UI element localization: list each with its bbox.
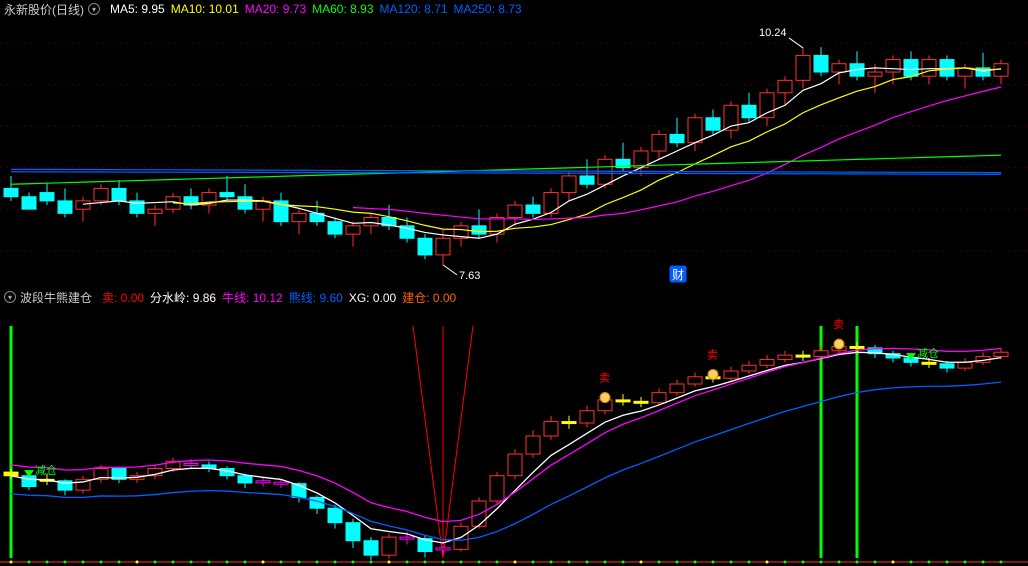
svg-text:卖: 卖 [833,318,844,331]
chevron-down-icon[interactable]: ▾ [88,3,100,15]
indicator-chart: 减仓卖卖卖减仓 [0,306,1028,566]
stock-title: 永新股价(日线) [4,1,84,18]
svg-text:财: 财 [672,268,684,282]
top-panel: 永新股价(日线) ▾ MA5: 9.95MA10: 10.01MA20: 9.7… [0,0,1028,284]
svg-text:减仓: 减仓 [35,463,57,477]
ma-legend: MA5: 9.95MA10: 10.01MA20: 9.73MA60: 8.93… [104,2,522,16]
svg-text:10.24: 10.24 [759,27,787,39]
top-header: 永新股价(日线) ▾ MA5: 9.95MA10: 10.01MA20: 9.7… [0,0,1028,18]
chevron-down-icon[interactable]: ▾ [4,291,16,303]
bottom-header: ▾ 波段牛熊建仓 卖: 0.00分水岭: 9.86牛线: 10.12熊线: 9.… [0,288,1028,306]
svg-text:7.63: 7.63 [459,270,480,282]
bottom-panel: ▾ 波段牛熊建仓 卖: 0.00分水岭: 9.86牛线: 10.12熊线: 9.… [0,288,1028,566]
indicator-title: 波段牛熊建仓 [20,289,92,306]
svg-text:减仓: 减仓 [917,346,939,360]
svg-text:卖: 卖 [707,348,718,361]
indicator-legend: 卖: 0.00分水岭: 9.86牛线: 10.12熊线: 9.60XG: 0.0… [96,289,456,306]
candlestick-chart: 7.63 10.24 财 [0,18,1028,284]
svg-text:卖: 卖 [599,372,610,385]
